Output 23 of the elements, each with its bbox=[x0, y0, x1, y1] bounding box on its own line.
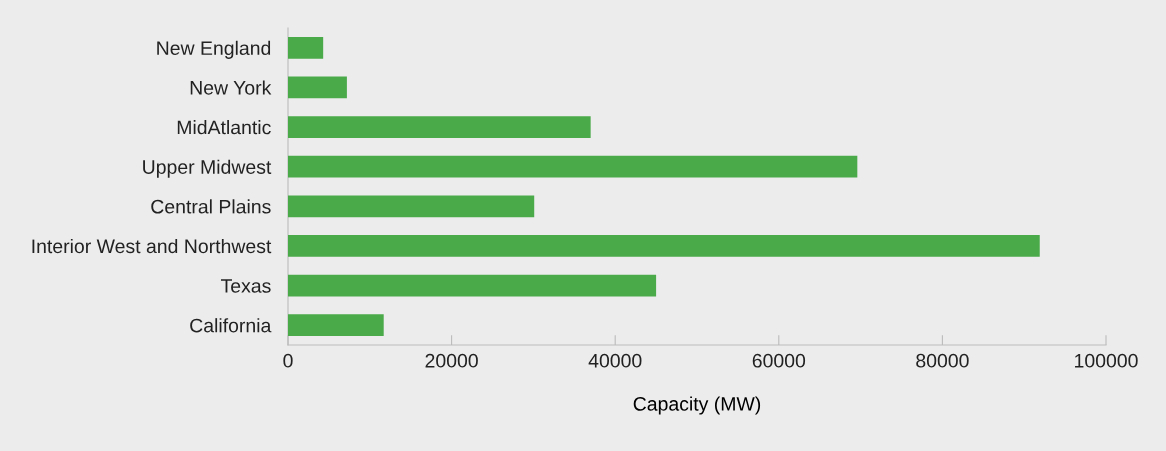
bar bbox=[288, 36, 324, 59]
y-tick-label: New York bbox=[190, 80, 272, 95]
y-tick-label: Central Plains bbox=[151, 199, 271, 214]
bar bbox=[288, 274, 657, 297]
y-tick-label: Texas bbox=[220, 279, 271, 293]
bar bbox=[288, 314, 384, 337]
x-tick-label: 0 bbox=[283, 353, 293, 368]
bar bbox=[288, 76, 347, 99]
y-tick-label: New England bbox=[157, 40, 271, 59]
bar bbox=[288, 116, 591, 138]
y-tick-label: Interior West and Northwest bbox=[32, 238, 272, 254]
x-tick-label: 80000 bbox=[916, 353, 969, 368]
x-tick-label: 40000 bbox=[588, 353, 642, 368]
y-tick-label: Upper Midwest bbox=[143, 159, 272, 178]
bar bbox=[288, 155, 858, 178]
bar bbox=[288, 235, 1040, 257]
y-tick-label: MidAtlantic bbox=[177, 120, 271, 135]
bar bbox=[288, 195, 535, 218]
x-tick-label: 100000 bbox=[1075, 353, 1138, 368]
x-axis-title: Capacity (MW) bbox=[633, 396, 761, 415]
x-tick-label: 20000 bbox=[425, 353, 478, 368]
x-tick-label: 60000 bbox=[752, 353, 806, 368]
y-tick-label: California bbox=[190, 318, 272, 333]
